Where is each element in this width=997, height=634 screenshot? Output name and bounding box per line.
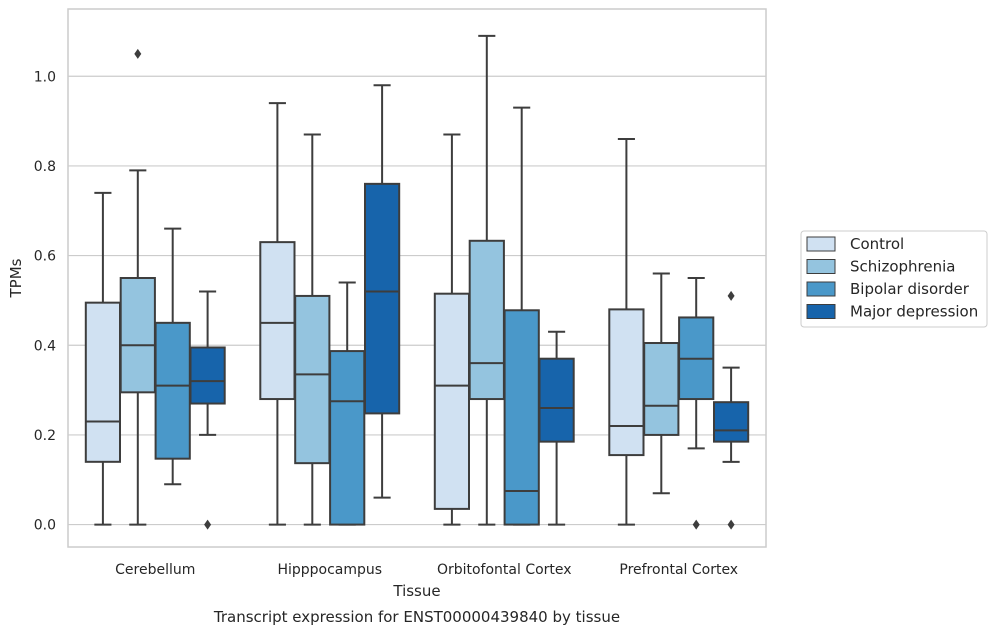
legend-swatch — [806, 281, 836, 297]
box-group — [538, 330, 575, 526]
box-group — [608, 138, 645, 526]
y-tick-labels: 0.0 0.2 0.4 0.6 0.8 1.0 — [34, 69, 56, 533]
box-group — [154, 227, 191, 486]
legend-swatch — [806, 304, 836, 319]
outlier-point — [134, 48, 142, 59]
box — [154, 321, 191, 460]
box — [433, 292, 471, 510]
plot-frame — [67, 8, 767, 548]
box-group — [294, 133, 331, 526]
x-tick-labels: Cerebellum Hipppocampus Orbitofontal Corte… — [115, 562, 738, 578]
legend-label: Major depression — [850, 303, 978, 321]
box-group — [468, 34, 505, 526]
box — [294, 294, 331, 465]
box-group — [329, 281, 366, 526]
box-group — [433, 133, 471, 526]
box — [119, 277, 156, 394]
box — [608, 308, 645, 457]
box — [503, 309, 540, 526]
x-tick-label: Orbitofontal Cortex — [437, 562, 572, 578]
box-group — [712, 290, 750, 530]
box-group — [363, 84, 401, 499]
chart-caption: Transcript expression for ENST0000043984… — [213, 608, 620, 626]
box-group — [678, 277, 715, 530]
box-group — [259, 102, 296, 526]
y-tick-label: 0.4 — [34, 338, 56, 354]
box-group — [84, 191, 122, 526]
outlier-point — [692, 519, 700, 530]
box-layer — [84, 34, 750, 530]
box — [189, 346, 226, 405]
x-tick-label: Cerebellum — [115, 562, 195, 578]
y-tick-label: 0.8 — [34, 159, 56, 175]
x-axis-title: Tissue — [392, 582, 440, 600]
outlier-point — [727, 519, 735, 530]
legend-label: Control — [850, 235, 904, 253]
legend-swatch — [806, 259, 836, 274]
outlier-point — [727, 290, 735, 301]
y-axis-title: TPMs — [7, 258, 25, 298]
box — [643, 342, 680, 436]
y-tick-label: 0.0 — [34, 518, 56, 534]
box-group — [643, 272, 680, 495]
x-tick-label: Hipppocampus — [277, 562, 382, 578]
legend: Control Schizophrenia Bipolar disorder Majo… — [800, 230, 988, 328]
box — [84, 301, 122, 463]
box — [468, 239, 505, 401]
legend-label: Schizophrenia — [850, 258, 955, 276]
box-group — [189, 290, 226, 530]
box — [363, 182, 401, 415]
box — [329, 350, 366, 526]
legend-frame — [800, 230, 988, 328]
legend-swatch — [806, 236, 836, 252]
legend-label: Bipolar disorder — [850, 280, 970, 298]
box — [538, 357, 575, 443]
y-tick-label: 1.0 — [34, 69, 56, 85]
y-tick-label: 0.2 — [34, 428, 56, 444]
box — [259, 241, 296, 401]
box-group — [503, 106, 540, 526]
x-tick-label: Prefrontal Cortex — [619, 562, 738, 578]
box-group — [119, 48, 156, 526]
outlier-point — [204, 519, 212, 530]
box — [712, 401, 750, 443]
y-tick-label: 0.6 — [34, 249, 56, 265]
